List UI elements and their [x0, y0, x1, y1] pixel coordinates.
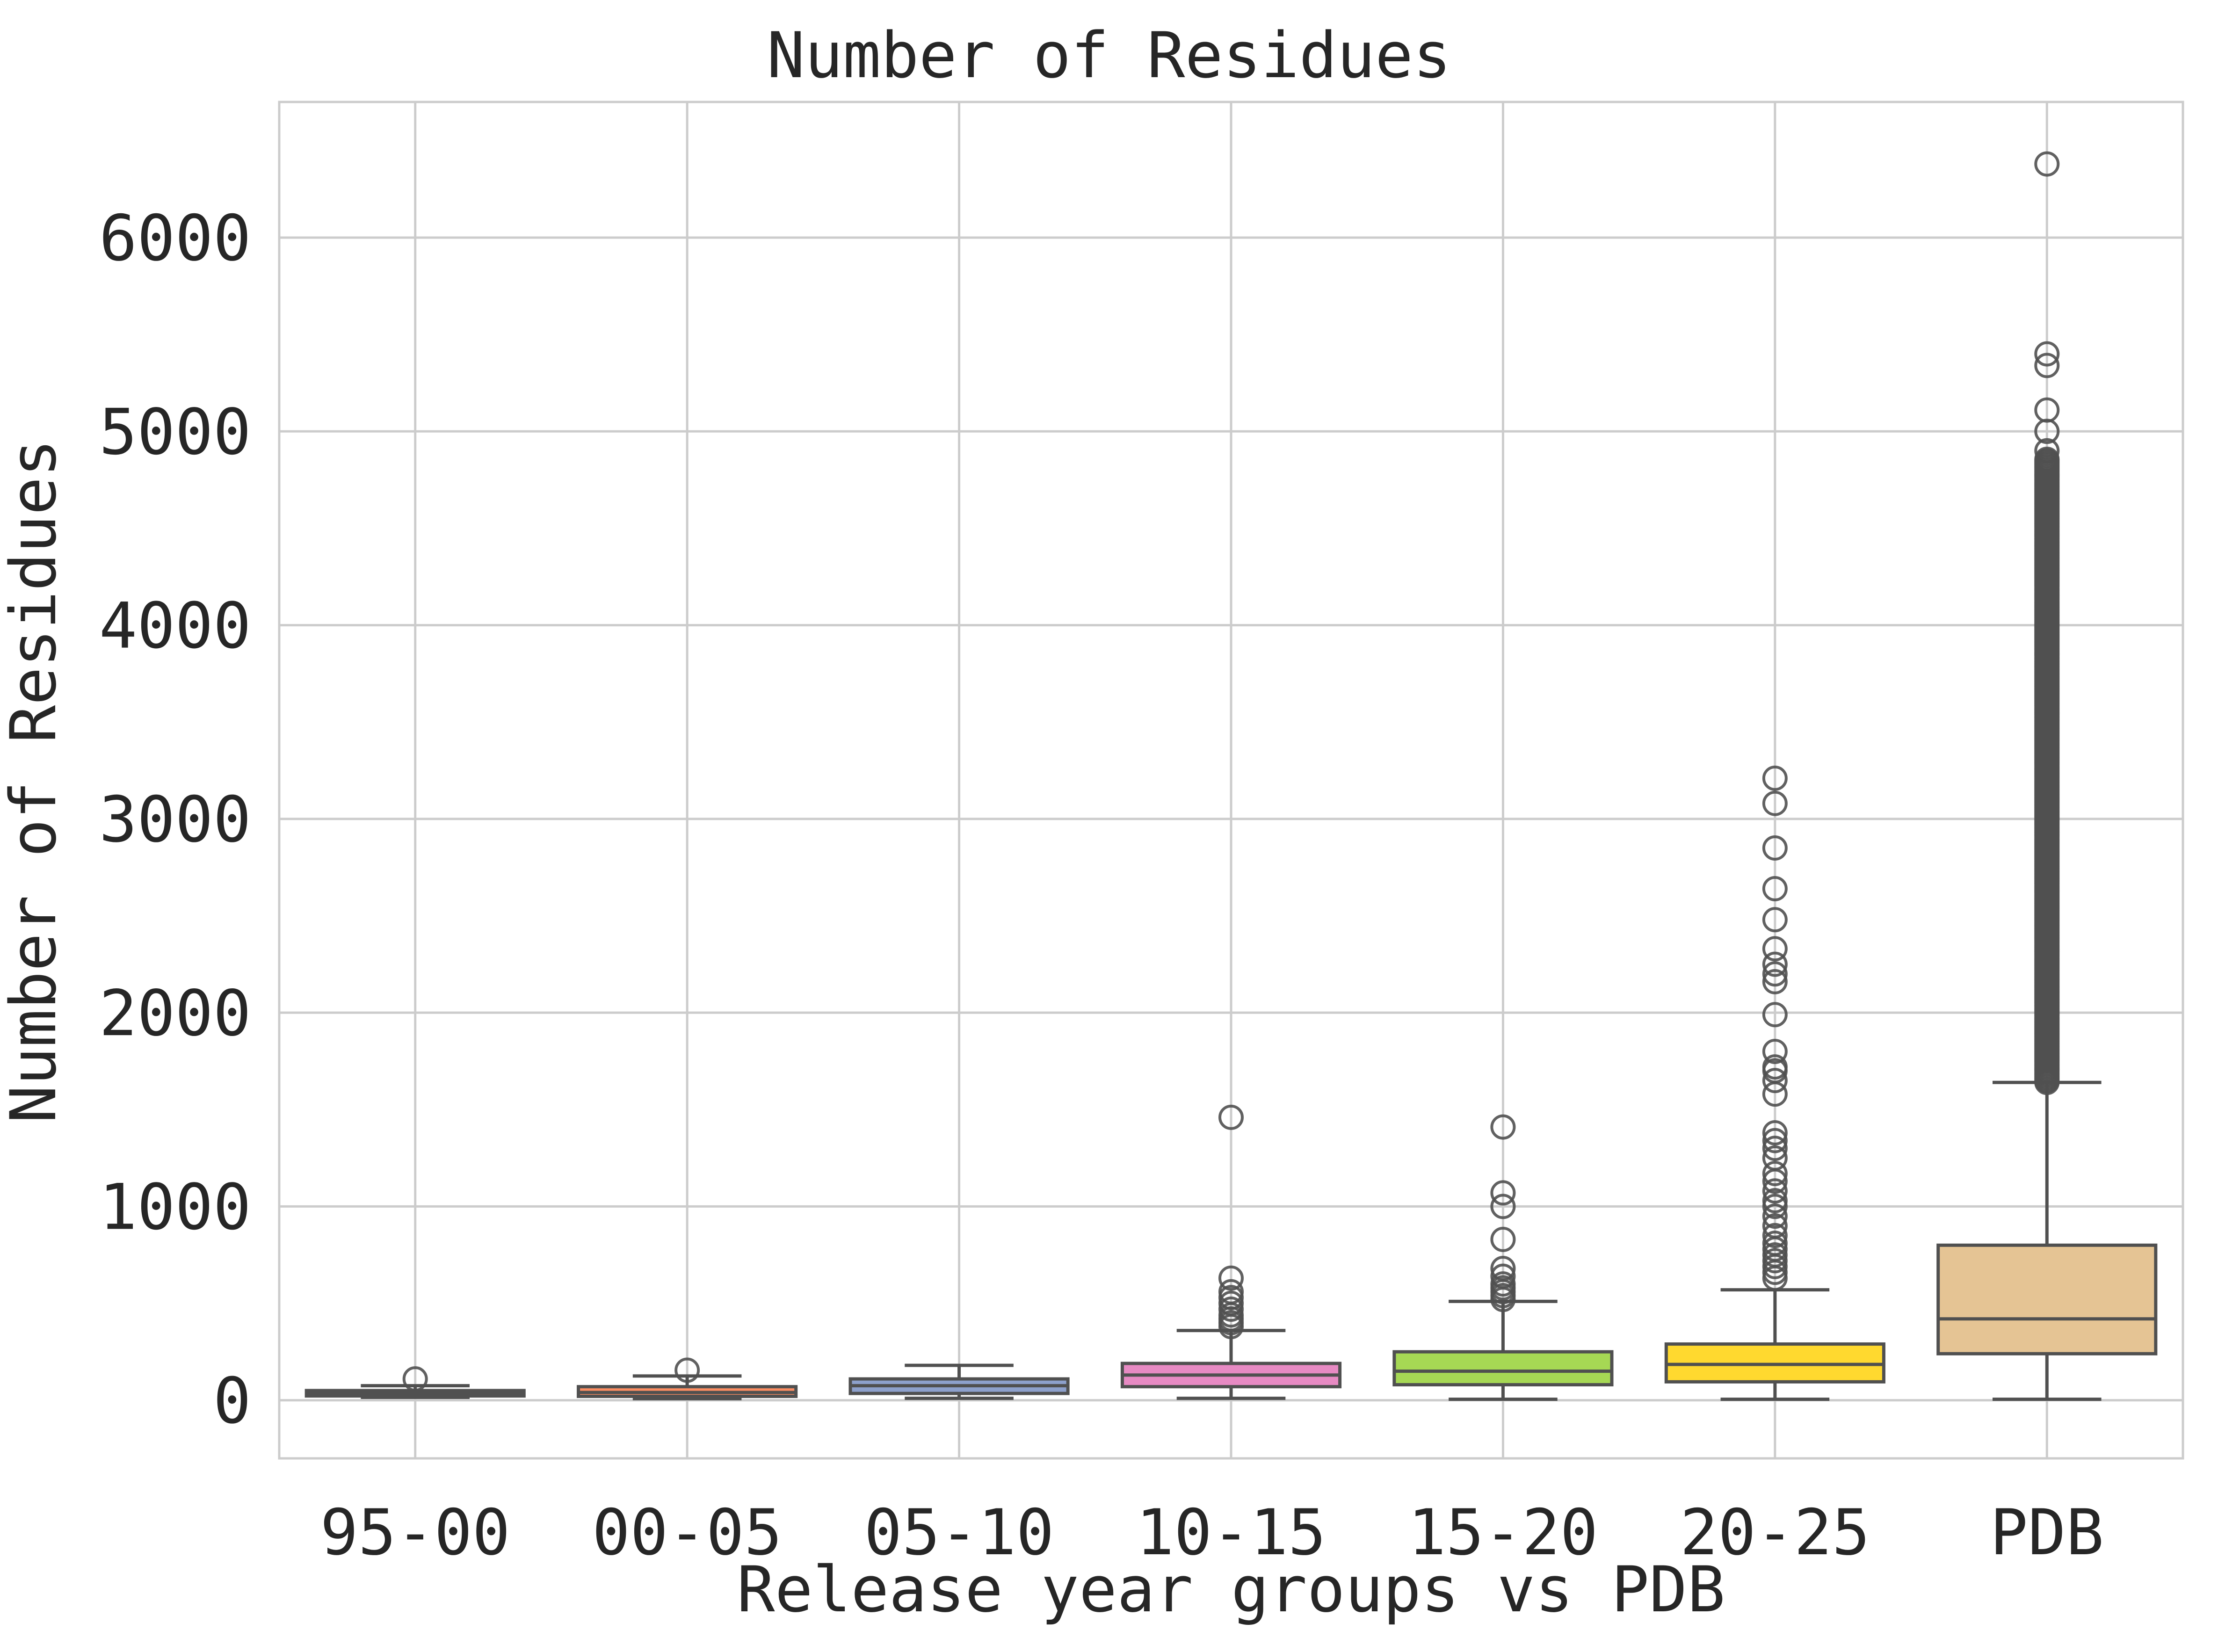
- flier-point: [1762, 1188, 1788, 1213]
- flier-point: [1762, 1231, 1788, 1256]
- flier-point: [2034, 341, 2060, 367]
- x-axis-label: Release year groups vs PDB: [737, 1553, 1725, 1626]
- box-group: [304, 1366, 526, 1399]
- box-group: [1936, 151, 2158, 1401]
- flier-point: [1762, 765, 1788, 791]
- flier-point: [1762, 1120, 1788, 1145]
- flier-point: [1762, 907, 1788, 933]
- flier-point: [1762, 1128, 1788, 1153]
- plot-frame: [278, 101, 2184, 1460]
- flier-point: [1762, 936, 1788, 962]
- box-group: [1120, 1104, 1342, 1400]
- flier-point: [1762, 1223, 1788, 1248]
- flier-point: [1218, 1285, 1244, 1311]
- x-tick-label: PDB: [1990, 1496, 2104, 1569]
- y-tick-label: 6000: [99, 202, 251, 275]
- box-group: [1392, 1114, 1614, 1401]
- flier-point: [1218, 1265, 1244, 1291]
- flier-point: [1762, 1145, 1788, 1171]
- y-tick-label: 4000: [99, 589, 251, 663]
- flier-point: [1762, 1178, 1788, 1204]
- flier-point: [2034, 353, 2060, 378]
- flier-point: [1490, 1226, 1516, 1252]
- y-axis-label: Number of Residues: [0, 439, 70, 1123]
- y-tick-label: 1000: [99, 1170, 251, 1244]
- flier-point: [1762, 1194, 1788, 1219]
- flier-point: [1762, 1248, 1788, 1274]
- flier-point: [1762, 961, 1788, 987]
- flier-point: [1762, 969, 1788, 994]
- x-tick-label: 20-25: [1680, 1496, 1870, 1569]
- box-plots: [304, 151, 2158, 1401]
- flier-point: [1490, 1271, 1516, 1297]
- flier-point: [1218, 1297, 1244, 1322]
- flier-point: [1762, 1213, 1788, 1239]
- flier-point: [1490, 1114, 1516, 1140]
- flier-point: [1490, 1263, 1516, 1289]
- flier-point: [674, 1357, 700, 1383]
- y-tick-label: 3000: [99, 783, 251, 856]
- x-tick-label: 00-05: [592, 1496, 782, 1569]
- box: [1936, 1243, 2158, 1355]
- flier-point: [1490, 1194, 1516, 1219]
- x-tick-label: 15-20: [1408, 1496, 1598, 1569]
- flier-point: [1490, 1256, 1516, 1281]
- y-tick-label: 2000: [99, 977, 251, 1050]
- box-group: [577, 1357, 798, 1400]
- flier-point: [1762, 1068, 1788, 1094]
- x-tick-label: 05-10: [864, 1496, 1054, 1569]
- flier-point: [1762, 1054, 1788, 1080]
- flier-point: [1762, 1039, 1788, 1064]
- box: [1392, 1350, 1614, 1387]
- y-tick-label: 0: [213, 1364, 251, 1438]
- flier-point: [1218, 1290, 1244, 1316]
- flier-point: [1762, 876, 1788, 901]
- flier-point: [1762, 1203, 1788, 1229]
- flier-point: [1218, 1104, 1244, 1130]
- flier-point: [1762, 1002, 1788, 1028]
- flier-point: [1762, 835, 1788, 861]
- flier-point: [1762, 1161, 1788, 1186]
- flier-point: [1762, 1242, 1788, 1268]
- y-tick-label: 5000: [99, 395, 251, 469]
- box-group: [1664, 765, 1885, 1401]
- flier-point: [2034, 438, 2060, 464]
- flier-point: [2034, 397, 2060, 423]
- x-tick-label: 95-00: [320, 1496, 510, 1569]
- flier-point: [1762, 951, 1788, 977]
- flier-point: [1762, 790, 1788, 816]
- flier-point: [402, 1366, 428, 1392]
- flier-point: [1218, 1279, 1244, 1304]
- tick-labels: 0 1000 2000 3000 4000 5000 6000 95-00 00-05 05-10…: [99, 202, 2104, 1569]
- flier-point: [1762, 1136, 1788, 1161]
- chart-title: Number of Residues: [767, 19, 1451, 92]
- flier-point: [2034, 446, 2060, 472]
- flier-point: [1490, 1180, 1516, 1206]
- box-group: [848, 1363, 1070, 1400]
- x-tick-label: 10-15: [1136, 1496, 1326, 1569]
- flier-point: [2034, 151, 2060, 177]
